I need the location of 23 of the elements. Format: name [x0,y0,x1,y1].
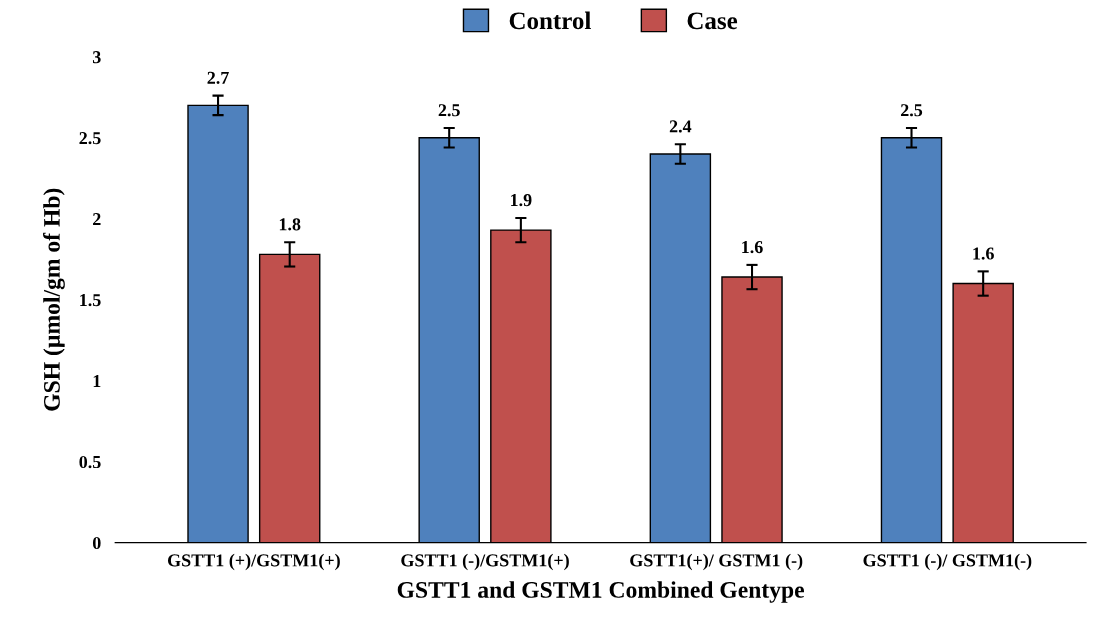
legend-label: Case [687,12,738,30]
x-tick-label: GSTT1(+)/ GSTM1 (-) [630,553,803,571]
x-axis-title: GSTT1 and GSTM1 Combined Gentype [397,581,805,603]
y-tick-label: 2.5 [79,132,101,145]
y-tick-label: 0.5 [79,455,101,469]
data-label: 2.5 [900,104,923,117]
data-label: 2.5 [438,104,460,117]
data-label: 1.9 [511,194,532,207]
data-label: 1.8 [279,218,301,231]
x-tick-label: GSTT1 (+)/GSTM1(+) [167,553,340,571]
y-tick-label: 3 [92,51,101,64]
y-tick-label: 1.5 [80,294,101,307]
y-tick-label: 2 [93,213,101,226]
x-tick-label: GSTT1 (-)/ GSTM1(-) [863,553,1032,571]
data-label: 2.7 [207,71,229,84]
data-label: 2.4 [669,120,692,133]
data-label: 1.6 [973,247,994,260]
x-tick-label: GSTT1 (-)/GSTM1(+) [401,553,569,571]
y-axis-title: GSH (µmol/gm of Hb) [43,188,65,411]
y-tick-label: 0 [92,536,101,550]
legend-label: Control [509,11,591,30]
y-tick-label: 1 [93,375,101,387]
data-label: 1.6 [742,241,763,254]
